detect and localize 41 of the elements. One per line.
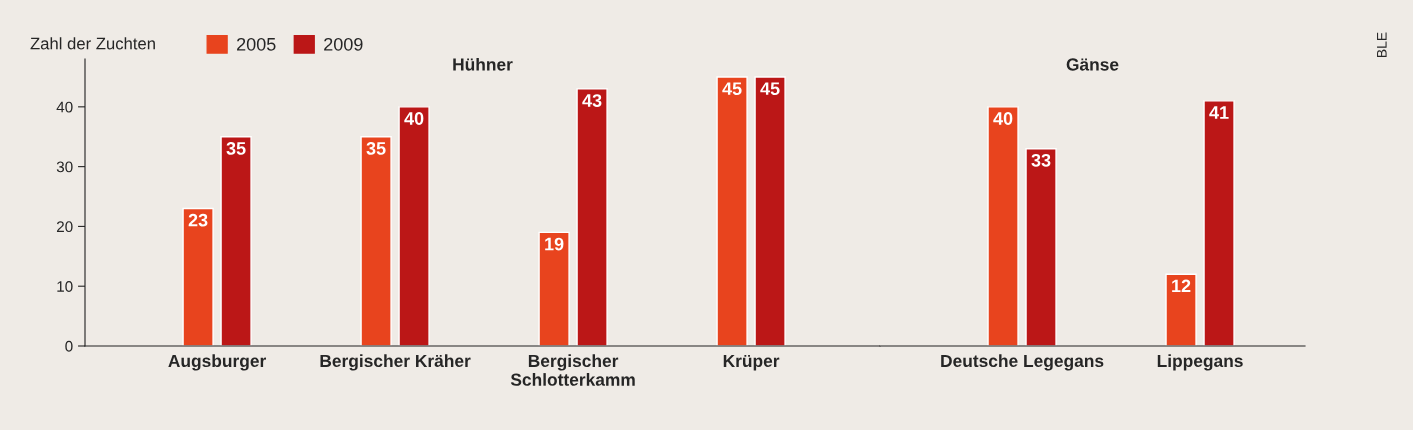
bar [398,106,430,346]
bar [716,76,748,346]
bar [1203,100,1235,346]
data-label: 45 [722,82,742,95]
bar [754,76,786,346]
text: BLE [1377,32,1387,57]
bar [538,231,570,346]
data-label: 12 [1172,279,1191,293]
y-tick-label: 30 [56,161,73,173]
bar [1165,273,1197,346]
data-label: 33 [1031,153,1051,167]
bar [576,88,608,346]
x-tick-label: Augsburger [168,354,267,371]
x-tick-label: Bergischer Schlotterkamm [510,354,635,386]
y-tick-label: 20 [56,221,73,233]
data-label: 41 [1209,106,1229,119]
bar [360,136,392,346]
y-axis-title: Zahl der Zuchten [30,37,155,50]
chart-title: Hühner [453,57,513,71]
data-label: 19 [545,237,564,251]
data-label: 40 [993,112,1013,125]
x-tick-label: Bergischer Kräher [320,354,471,371]
y-tick-label: 40 [56,101,73,113]
bar [182,207,214,346]
y-tick-label: 10 [57,281,73,292]
data-label: 35 [226,141,246,155]
bar [1025,147,1057,346]
x-tick-label: Deutsche Legegans [941,354,1104,371]
data-label: 35 [366,141,386,155]
bar [220,136,252,346]
legend-label: 2009 [324,37,363,51]
bar [987,106,1019,346]
data-label: 43 [582,94,602,107]
data-label: 45 [760,82,780,95]
x-tick-label: Lippegans [1157,354,1243,371]
data-label: 40 [404,112,424,125]
chart-title: Gänse [1066,58,1119,71]
y-tick-label: 0 [65,340,73,352]
data-label: 23 [188,213,208,227]
legend-label: 2005 [237,37,276,51]
x-tick-label: Krüper [723,354,780,371]
